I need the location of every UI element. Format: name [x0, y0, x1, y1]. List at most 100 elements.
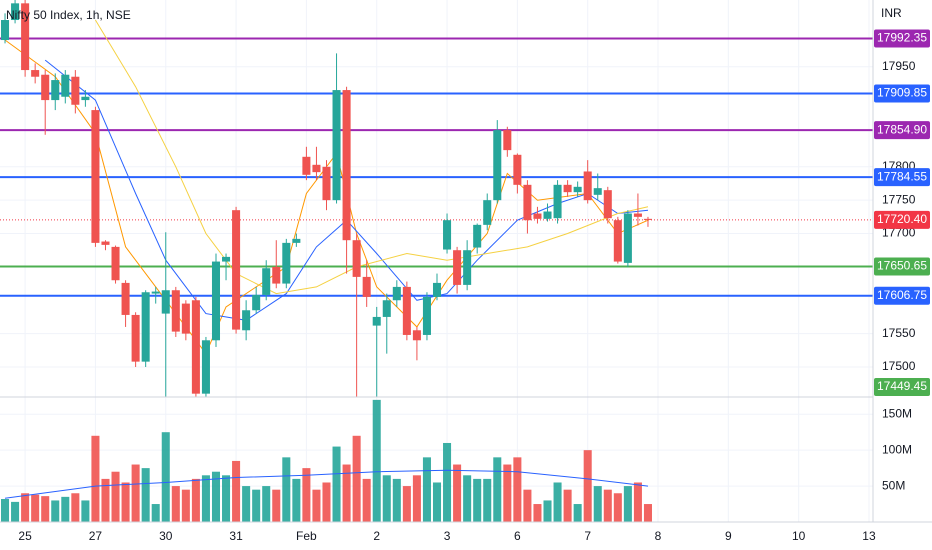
candle-body — [483, 200, 492, 225]
volume-bar — [91, 435, 100, 522]
x-tick-label: 2 — [373, 529, 380, 543]
volume-bar — [292, 478, 301, 522]
x-tick-label: 25 — [18, 529, 32, 543]
volume-bar — [101, 478, 110, 522]
volume-bar — [302, 468, 311, 522]
volume-tick-label: 100M — [882, 442, 912, 456]
volume-bar — [1, 499, 10, 522]
volume-bar — [422, 457, 431, 522]
volume-bar — [121, 482, 130, 522]
volume-bar — [563, 489, 572, 522]
volume-bar — [633, 482, 642, 522]
candle-body — [643, 218, 652, 220]
candle-body — [422, 296, 431, 335]
candle-body — [372, 316, 381, 326]
volume-bar — [453, 464, 462, 522]
x-tick-label: 6 — [514, 529, 521, 543]
candle-body — [101, 241, 110, 245]
volume-bar — [242, 486, 251, 522]
price-label-box — [874, 84, 930, 103]
x-tick-label: 9 — [725, 529, 732, 543]
candle-body — [151, 291, 160, 294]
candle-body — [191, 300, 200, 394]
volume-bar — [21, 493, 30, 522]
volume-bar — [191, 478, 200, 522]
candle-body — [633, 213, 642, 217]
volume-bar — [312, 489, 321, 522]
candle-body — [432, 282, 442, 297]
volume-bar — [362, 478, 371, 522]
candle-body — [362, 276, 371, 297]
volume-bar — [583, 450, 592, 522]
candle-body — [613, 220, 622, 262]
candle-body — [443, 220, 452, 250]
candle-body — [222, 256, 231, 262]
candle-body — [623, 213, 632, 263]
x-tick-label: Feb — [296, 529, 317, 543]
volume-bar — [31, 494, 40, 522]
x-tick-label: 3 — [444, 529, 451, 543]
price-label-box — [874, 286, 930, 305]
volume-bar — [131, 464, 140, 522]
volume-bar — [282, 457, 291, 522]
volume-bar — [81, 500, 90, 522]
volume-bar — [61, 496, 70, 522]
candle-body — [232, 210, 241, 330]
volume-bar — [171, 486, 180, 522]
volume-bar — [443, 442, 452, 522]
candle-body — [51, 80, 60, 101]
y-tick-label: 17500 — [882, 359, 916, 373]
candle-body — [21, 3, 30, 71]
volume-bar — [613, 493, 622, 522]
x-tick-label: 31 — [229, 529, 243, 543]
volume-bar — [412, 475, 421, 522]
price-label: 17784.55 — [877, 169, 927, 183]
candles — [1, 0, 652, 397]
candle-body — [573, 186, 582, 193]
x-tick-label: 13 — [862, 529, 876, 543]
candle-body — [503, 130, 512, 151]
y-tick-label: 17550 — [882, 326, 916, 340]
x-tick-label: 8 — [655, 529, 662, 543]
candle-body — [593, 188, 602, 195]
candle-body — [332, 90, 341, 201]
volume-ma-line — [4, 469, 649, 499]
price-label-box — [874, 257, 930, 276]
volume-bar — [503, 464, 512, 522]
volume-bar — [372, 399, 381, 522]
candle-body — [211, 261, 221, 341]
x-tick-label: 27 — [89, 529, 103, 543]
price-label-box — [874, 378, 930, 396]
candle-body — [141, 292, 150, 362]
candle-body — [473, 224, 482, 248]
volume-bar — [111, 471, 120, 522]
candle-body — [553, 184, 562, 219]
price-label-box — [874, 29, 930, 48]
candle-body — [201, 340, 210, 394]
candle-body — [402, 286, 411, 335]
volume-bar — [392, 478, 401, 522]
volume-bar — [332, 446, 341, 522]
candle-body — [91, 110, 100, 243]
price-label-box — [874, 210, 930, 229]
y-tick-label: 17700 — [882, 226, 916, 240]
candle-body — [292, 238, 301, 243]
price-label: 17909.85 — [877, 86, 927, 100]
candle-body — [453, 250, 462, 285]
candle-body — [161, 290, 170, 314]
volume-bar — [463, 475, 472, 522]
candle-body — [463, 250, 472, 285]
candle-body — [262, 268, 271, 295]
candle-body — [392, 286, 401, 301]
volume-bar — [51, 500, 60, 522]
volume-bar — [603, 489, 612, 522]
price-labels: 17992.35 17909.85 17854.90 17784.55 17650.65… — [874, 29, 930, 396]
candle-body — [302, 156, 311, 175]
moving-average-line — [44, 59, 649, 321]
candle-body — [412, 330, 421, 341]
price-label: 17449.45 — [877, 379, 927, 393]
candle-body — [342, 90, 351, 241]
candle-body — [171, 290, 180, 332]
volume-bar — [211, 471, 221, 522]
